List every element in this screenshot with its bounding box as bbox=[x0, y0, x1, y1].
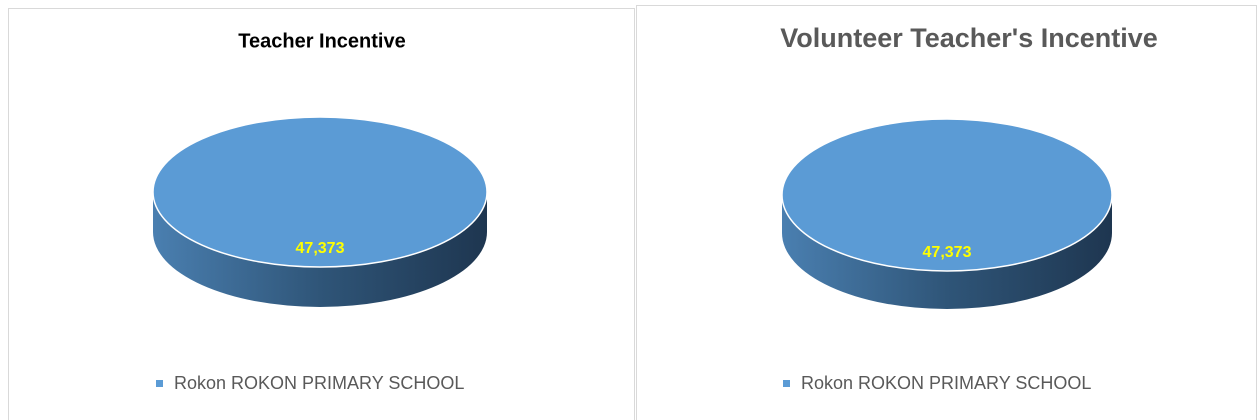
pie-side bbox=[153, 192, 487, 307]
legend-marker bbox=[156, 380, 163, 387]
pie-slice bbox=[152, 116, 488, 268]
legend-label: Rokon ROKON PRIMARY SCHOOL bbox=[801, 373, 1091, 393]
pie-slice bbox=[781, 118, 1113, 272]
chart-title: Teacher Incentive bbox=[238, 30, 405, 52]
legend-label: Rokon ROKON PRIMARY SCHOOL bbox=[174, 373, 464, 393]
data-label: 47,373 bbox=[296, 240, 345, 257]
pie-side bbox=[782, 195, 1112, 309]
legend-marker bbox=[783, 380, 790, 387]
data-label: 47,373 bbox=[923, 244, 972, 261]
chart-title: Volunteer Teacher's Incentive bbox=[780, 23, 1158, 53]
